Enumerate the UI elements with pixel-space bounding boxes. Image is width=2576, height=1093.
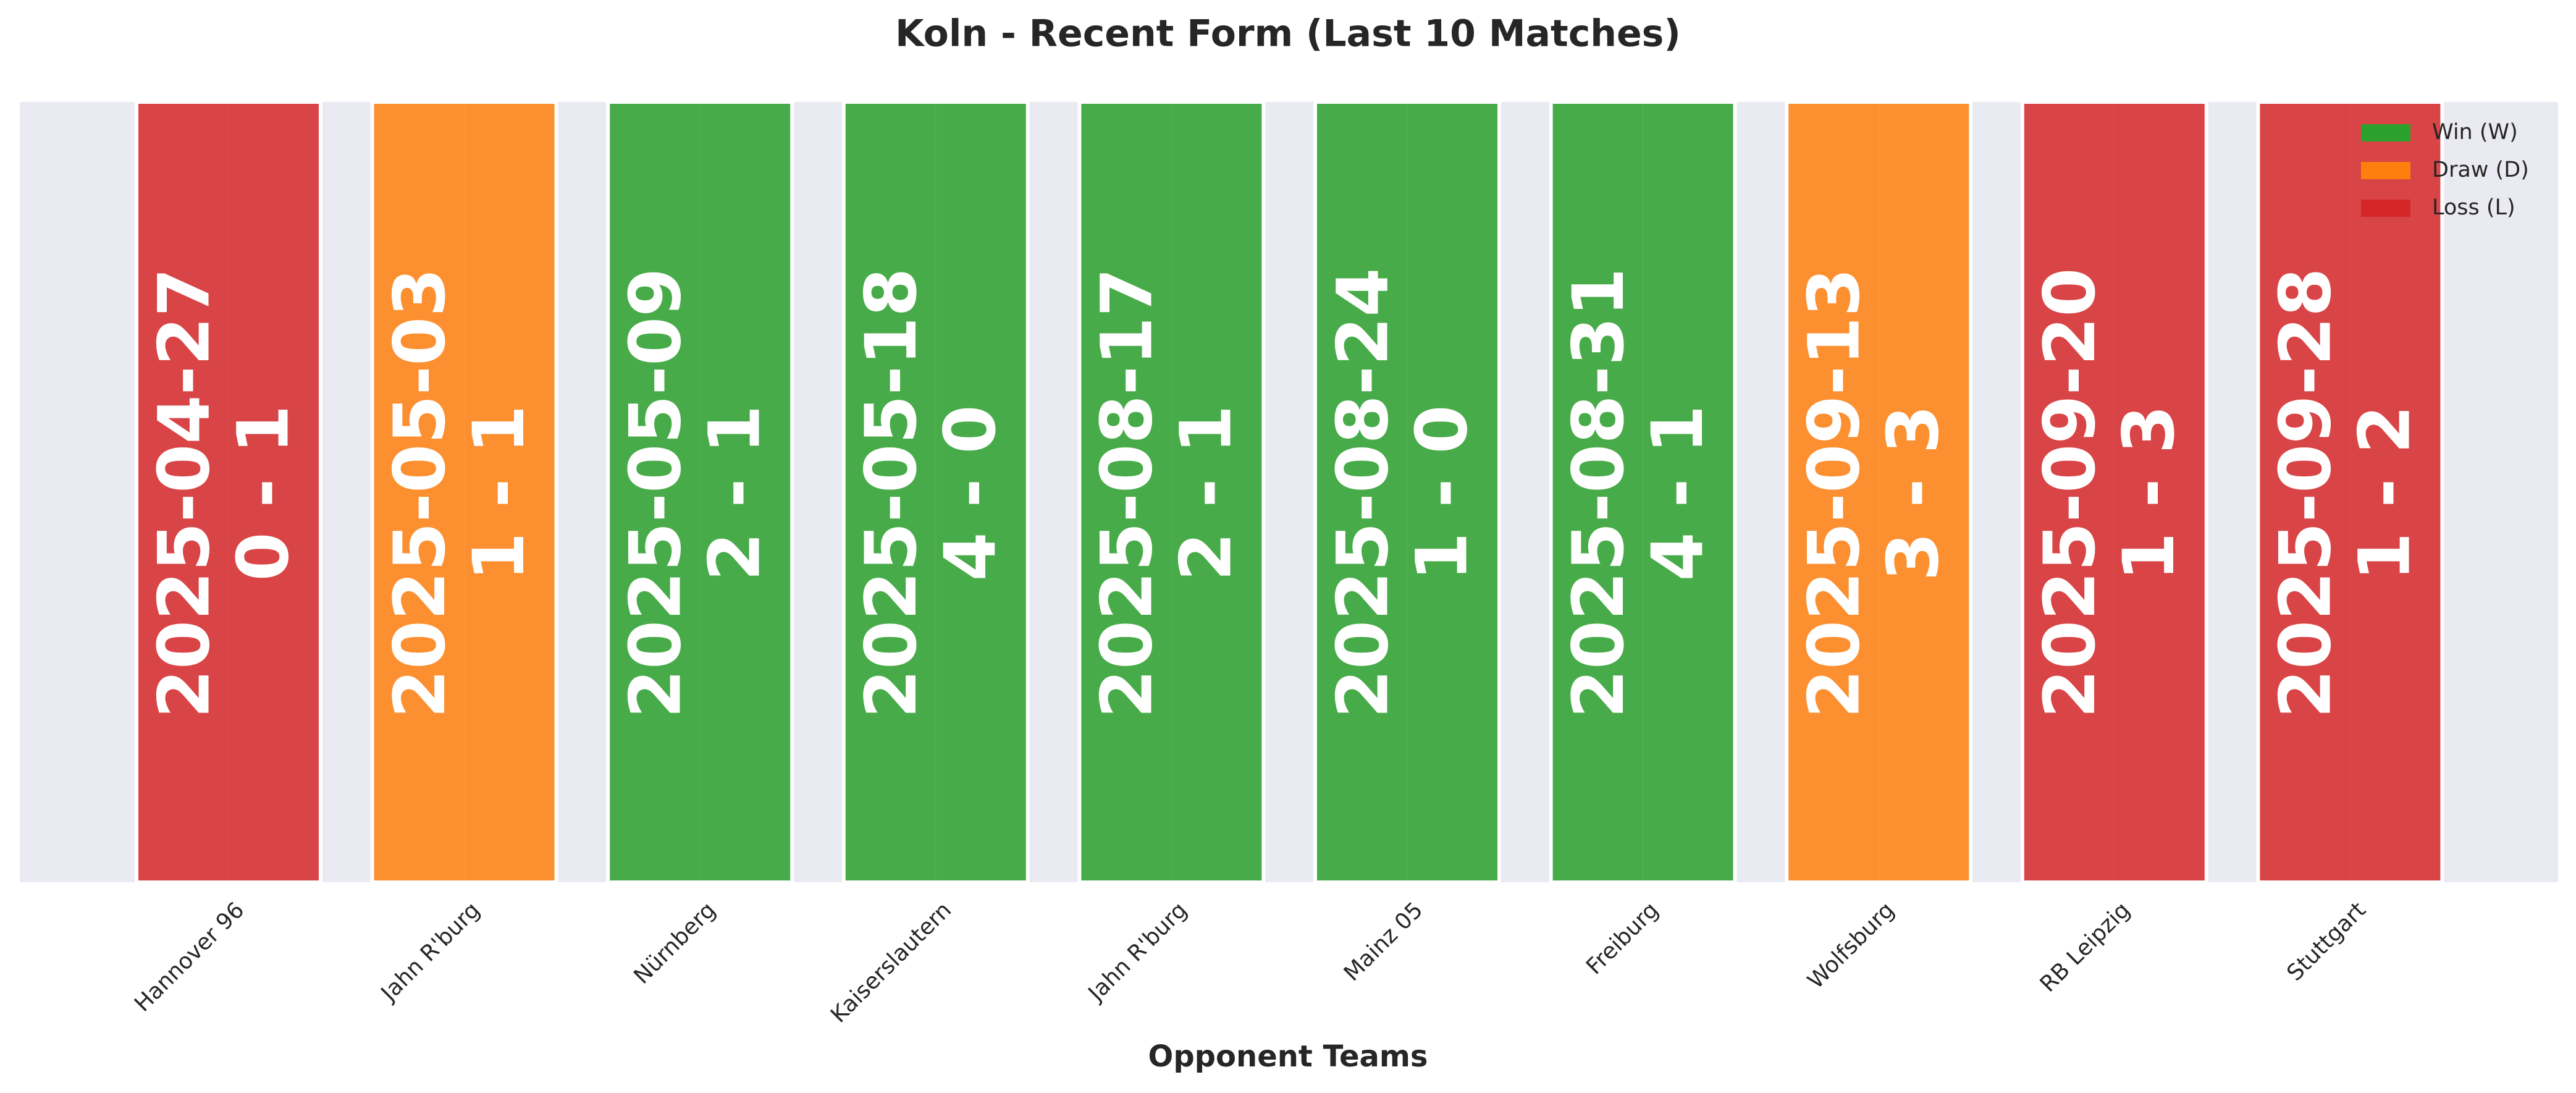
chart-title: Koln - Recent Form (Last 10 Matches) xyxy=(895,12,1681,56)
match-date: 2025-04-27 xyxy=(143,268,225,718)
match-score: 1 - 2 xyxy=(2344,405,2426,581)
bar-label: 2025-05-031 - 1 xyxy=(379,268,540,718)
bar-label: 2025-08-172 - 1 xyxy=(1086,268,1247,718)
x-tick-label: RB Leipzig xyxy=(2035,897,2135,997)
match-score: 4 - 0 xyxy=(929,405,1011,581)
bar xyxy=(2020,100,2208,884)
x-axis-label: Opponent Teams xyxy=(1148,1039,1428,1074)
bar xyxy=(1785,100,1973,884)
bar-label: 2025-04-270 - 1 xyxy=(143,268,304,718)
match-date: 2025-08-24 xyxy=(1321,268,1404,718)
match-score: 1 - 3 xyxy=(2108,405,2190,581)
match-date: 2025-05-03 xyxy=(379,268,461,718)
bar-label: 2025-08-314 - 1 xyxy=(1557,268,1719,718)
x-tick-label: Mainz 05 xyxy=(1339,897,1428,986)
bar xyxy=(370,100,558,884)
bar xyxy=(1549,100,1737,884)
x-tick-label: Hannover 96 xyxy=(130,897,249,1016)
x-tick-label: Stuttgart xyxy=(2282,897,2370,985)
bar xyxy=(135,100,322,884)
x-tick-label: Freiburg xyxy=(1581,897,1664,979)
match-score: 0 - 1 xyxy=(222,405,304,581)
match-score: 1 - 1 xyxy=(458,405,540,581)
x-tick-label: Nürnberg xyxy=(629,897,720,989)
match-score: 2 - 1 xyxy=(1165,405,1247,581)
legend-label: Win (W) xyxy=(2432,120,2518,145)
match-score: 3 - 3 xyxy=(1872,405,1954,581)
match-date: 2025-05-18 xyxy=(850,268,932,718)
legend-swatch xyxy=(2361,124,2410,141)
bar xyxy=(841,100,1030,884)
bar-label: 2025-05-184 - 0 xyxy=(850,268,1011,718)
bar xyxy=(2256,100,2444,884)
x-tick-label: Jahn R'burg xyxy=(1083,897,1192,1006)
bar-label: 2025-09-281 - 2 xyxy=(2265,268,2426,718)
bar xyxy=(1313,100,1501,884)
match-date: 2025-09-28 xyxy=(2265,268,2347,718)
match-score: 1 - 0 xyxy=(1400,405,1483,581)
x-tick-label: Jahn R'burg xyxy=(376,897,485,1006)
match-date: 2025-09-13 xyxy=(1793,268,1875,718)
legend-label: Draw (D) xyxy=(2432,158,2529,182)
bar-label: 2025-05-092 - 1 xyxy=(614,268,775,718)
x-tick-label: Kaiserslautern xyxy=(826,897,956,1028)
match-date: 2025-09-20 xyxy=(2029,268,2111,718)
legend-swatch xyxy=(2361,162,2410,179)
match-date: 2025-05-09 xyxy=(614,268,696,718)
bar-label: 2025-09-201 - 3 xyxy=(2029,268,2190,718)
bar xyxy=(606,100,794,884)
match-date: 2025-08-31 xyxy=(1557,268,1639,718)
bar xyxy=(1077,100,1266,884)
x-tick-label: Wolfsburg xyxy=(1803,897,1900,994)
legend-label: Loss (L) xyxy=(2432,195,2515,220)
bar-label: 2025-09-133 - 3 xyxy=(1793,268,1954,718)
match-score: 2 - 1 xyxy=(693,405,775,581)
match-score: 4 - 1 xyxy=(1636,405,1719,581)
match-date: 2025-08-17 xyxy=(1086,268,1168,718)
legend-swatch xyxy=(2361,200,2410,217)
bar-label: 2025-08-241 - 0 xyxy=(1321,268,1483,718)
